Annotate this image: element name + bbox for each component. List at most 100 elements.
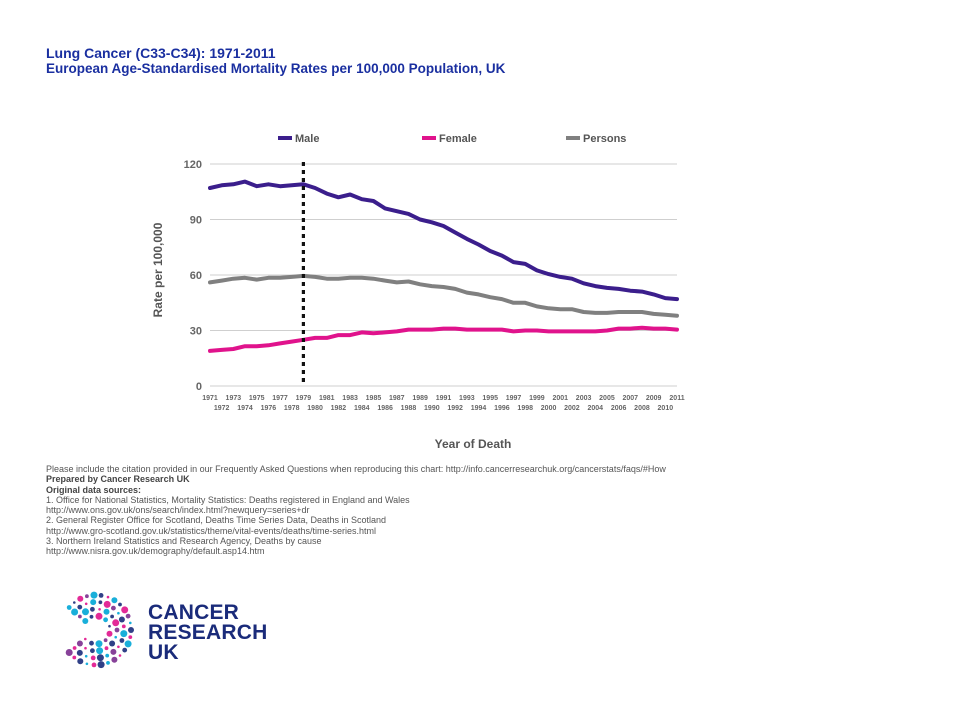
logo-dot: [120, 630, 128, 638]
logo-dot: [106, 630, 113, 637]
x-tick-label: 1981: [319, 395, 335, 402]
logo-line-3: UK: [148, 641, 179, 664]
chart-notes: Please include the citation provided in …: [46, 464, 926, 557]
x-tick-label: 1977: [272, 395, 288, 402]
x-tick-label: 1997: [506, 395, 522, 402]
x-tick-label: 1998: [517, 405, 533, 412]
x-tick-label: 1978: [284, 405, 300, 412]
x-tick-label: 2006: [611, 405, 627, 412]
cancer-research-uk-logo-icon: [65, 591, 134, 669]
y-tick-label: 0: [196, 381, 202, 393]
x-tick-label: 2005: [599, 395, 615, 402]
logo-dot: [90, 591, 98, 599]
legend-label-female: Female: [439, 133, 477, 145]
source-1-url[interactable]: http://www.ons.gov.uk/ons/search/index.h…: [46, 505, 310, 516]
logo-wordmark: CANCER RESEARCH UK: [148, 602, 268, 664]
logo-dot: [118, 654, 122, 657]
x-tick-label: 2003: [576, 395, 592, 402]
logo-dot: [96, 647, 104, 655]
x-tick-label: 2011: [669, 395, 684, 402]
logo-dot: [96, 654, 104, 662]
citation-note: Please include the citation provided in …: [46, 464, 666, 474]
logo-dot: [114, 627, 120, 633]
x-tick-label: 1983: [342, 395, 358, 402]
source-2-url[interactable]: http://www.gro-scotland.gov.uk/statistic…: [46, 525, 376, 536]
logo-dot: [109, 640, 116, 647]
source-3: 3. Northern Ireland Statistics and Resea…: [46, 536, 322, 547]
logo-dot: [89, 640, 94, 646]
logo-dot: [122, 647, 128, 653]
x-tick-label: 1993: [459, 395, 475, 402]
logo-dot: [111, 656, 118, 663]
logo-dot: [128, 635, 133, 639]
series-line-female: [208, 325, 679, 353]
x-tick-label: 1985: [366, 395, 382, 402]
logo-dot: [118, 616, 125, 623]
x-tick-label: 1995: [482, 395, 498, 402]
chart-legend: Male Female Persons: [278, 133, 626, 145]
logo-dot: [118, 602, 122, 607]
x-tick-label: 1973: [226, 395, 242, 402]
legend-label-male: Male: [295, 133, 319, 145]
logo-dot: [98, 600, 103, 605]
logo-dot: [85, 662, 89, 666]
legend-label-persons: Persons: [583, 133, 626, 145]
logo-dot: [82, 618, 89, 624]
logo-dot: [104, 646, 109, 651]
logo-dot: [90, 599, 97, 606]
logo-dot: [125, 613, 131, 619]
x-tick-label: 1976: [261, 405, 277, 412]
logo-dot: [90, 648, 95, 654]
logo-dot: [84, 654, 88, 658]
logo-dot: [72, 646, 77, 650]
logo-dot: [106, 595, 110, 599]
x-tick-label: 1971: [202, 395, 218, 402]
logo-line-2: RESEARCH: [148, 621, 268, 644]
logo-dot: [84, 637, 87, 641]
logo-dot: [90, 655, 96, 661]
x-tick-label: 1999: [529, 395, 545, 402]
logo-dot: [82, 608, 89, 616]
y-tick-label: 60: [190, 270, 202, 282]
logo-dot: [129, 621, 132, 625]
logo-dot: [103, 600, 111, 608]
x-tick-label: 2007: [623, 395, 639, 402]
y-tick-label: 90: [190, 215, 202, 227]
x-tick-label: 1987: [389, 395, 405, 402]
x-tick-label: 1972: [214, 405, 230, 412]
logo-dot: [78, 614, 82, 619]
logo-dot: [117, 611, 120, 615]
logo-dot: [111, 605, 116, 611]
logo-dots: [65, 591, 134, 669]
x-tick-label: 2009: [646, 395, 662, 402]
source-3-url[interactable]: http://www.nisra.gov.uk/demography/defau…: [46, 546, 265, 557]
series-line-persons: [208, 273, 679, 318]
x-axis-label: Year of Death: [435, 437, 512, 451]
logo-dot: [103, 617, 108, 623]
logo-dot: [77, 595, 84, 602]
logo-dot: [76, 649, 83, 656]
y-tick-label: 30: [190, 326, 202, 338]
series-lines: [208, 179, 679, 353]
x-tick-label: 1988: [401, 405, 417, 412]
logo-dot: [111, 597, 118, 604]
x-tick-label: 2002: [564, 405, 580, 412]
logo-dot: [108, 624, 111, 628]
logo-dot: [71, 608, 79, 616]
logo-dot: [121, 624, 126, 629]
logo-dot: [84, 602, 88, 606]
x-tick-label: 2000: [541, 405, 557, 412]
logo-dot: [77, 604, 83, 610]
logo-dot: [72, 655, 77, 660]
chart-grid: [210, 163, 677, 387]
x-tick-label: 1984: [354, 405, 370, 412]
title-block: Lung Cancer (C33-C34): 1971-2011 Europea…: [46, 45, 505, 77]
logo-dot: [97, 661, 105, 669]
x-tick-label: 1975: [249, 395, 265, 402]
y-tick-label: 120: [184, 159, 202, 171]
logo-dot: [98, 593, 104, 598]
x-tick-label: 1990: [424, 405, 440, 412]
chart-title: Lung Cancer (C33-C34): 1971-2011: [46, 45, 276, 61]
logo-dot: [106, 661, 110, 665]
x-tick-label: 1974: [237, 405, 253, 412]
